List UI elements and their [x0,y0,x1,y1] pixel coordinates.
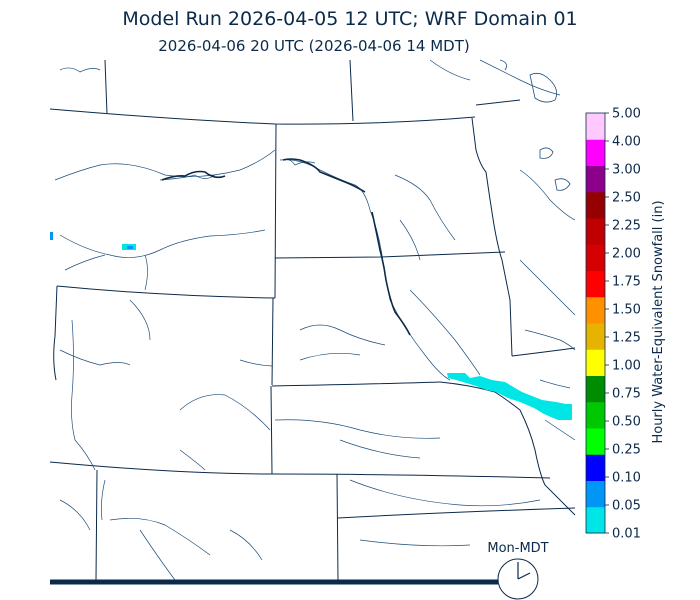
snow-band [447,373,572,420]
colorbar-tick-label: 2.50 [612,191,641,206]
snowfall-regions [50,232,572,420]
colorbar-swatch [586,428,605,455]
colorbar-swatch [586,113,605,140]
colorbar-tick-label: 0.25 [612,443,641,458]
colorbar-swatch [586,244,605,271]
colorbar-tick-label: 0.01 [612,527,641,542]
colorbar-swatch [586,349,605,376]
major-rivers [161,158,411,336]
colorbar-tick-label: 0.05 [612,499,641,514]
colorbar-swatch [586,218,605,245]
colorbar-tick-label: 2.25 [612,219,641,234]
colorbar-swatch [586,139,605,166]
colorbar-swatch [586,296,605,324]
colorbar-swatch [586,375,605,403]
colorbar-swatch [586,165,605,193]
colorbar-tick-label: 4.00 [612,135,641,150]
clock-label: Mon-MDT [487,541,548,556]
colorbar-tick-label: 1.50 [612,303,641,318]
rivers [54,59,576,581]
colorbar-swatch [586,480,605,508]
colorbar-tick-label: 1.00 [612,359,641,374]
colorbar-swatch [586,323,605,350]
colorbar-swatch [586,191,605,219]
colorbar-tick-label: 1.75 [612,275,641,290]
colorbar-tick-label: 5.00 [612,107,641,122]
valid-time-subtitle: 2026-04-06 20 UTC (2026-04-06 14 MDT) [158,37,470,55]
colorbar-frame [585,112,606,534]
state-boundaries [49,59,576,581]
colorbar-tick-label: 2.00 [612,247,641,262]
colorbar-tick-label: 1.25 [612,331,641,346]
colorbar-axis-title: Hourly Water-Equivalent Snowfall (in) [651,200,666,443]
colorbar-swatch [586,454,605,481]
lakes [499,59,571,191]
colorbar-tick-label: 3.00 [612,163,641,178]
chart-title: Model Run 2026-04-05 12 UTC; WRF Domain … [122,8,578,30]
colorbar-tick-label: 0.75 [612,387,641,402]
snow-cell [50,232,53,240]
snow-cell [127,246,133,249]
colorbar-swatch [586,401,605,429]
colorbar-tick-label: 0.50 [612,415,641,430]
colorbar: 0.01 0.05 0.10 0.25 0.50 0.75 1.00 1.25 1.50 1.75… [585,107,641,542]
colorbar-tick-label: 0.10 [612,471,641,486]
colorbar-swatch [586,270,605,298]
clock-icon [497,558,539,600]
colorbar-swatch [586,506,605,534]
